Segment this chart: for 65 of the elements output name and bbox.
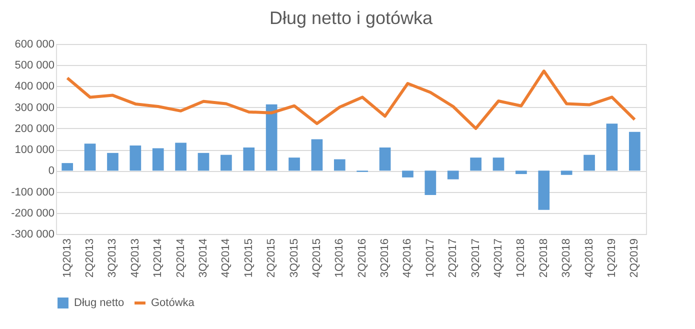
chart-title: Dług netto i gotówka bbox=[269, 8, 434, 28]
y-tick-label: 0 bbox=[48, 165, 54, 178]
bar bbox=[288, 158, 300, 171]
y-tick-label: 400 000 bbox=[14, 80, 54, 93]
bar bbox=[311, 139, 323, 171]
bar bbox=[130, 146, 142, 171]
line-series bbox=[66, 70, 636, 130]
bar bbox=[220, 154, 232, 171]
y-tick-label: -300 000 bbox=[11, 228, 54, 240]
y-tick-label: 300 000 bbox=[14, 102, 54, 114]
x-tick-label: 3Q2018 bbox=[560, 238, 573, 278]
x-tick-label: 4Q2018 bbox=[583, 238, 596, 278]
x-tick-label: 1Q2015 bbox=[242, 238, 255, 278]
bar bbox=[107, 152, 118, 171]
x-tick-label: 3Q2016 bbox=[379, 238, 392, 278]
y-tick-label: -200 000 bbox=[11, 207, 54, 220]
x-tick-label: 2Q2015 bbox=[266, 238, 278, 278]
x-tick-label: 1Q2018 bbox=[515, 238, 528, 278]
x-tick-label: 4Q2016 bbox=[402, 238, 414, 278]
bar bbox=[266, 104, 278, 171]
bar bbox=[424, 170, 436, 195]
bar bbox=[606, 124, 618, 171]
bar bbox=[628, 132, 640, 171]
bar bbox=[516, 170, 527, 174]
y-tick-label: 600 000 bbox=[14, 38, 54, 50]
bar bbox=[243, 147, 255, 171]
legend-label: Gotówka bbox=[151, 297, 196, 309]
x-tick-label: 2Q2017 bbox=[447, 238, 460, 278]
x-tick-label: 4Q2017 bbox=[492, 238, 504, 278]
bar bbox=[175, 142, 186, 171]
y-tick-label: 200 000 bbox=[14, 122, 54, 135]
bar bbox=[379, 147, 391, 171]
bar bbox=[538, 170, 550, 210]
bar bbox=[492, 158, 504, 171]
x-tick-label: 2Q2014 bbox=[174, 238, 187, 278]
bar bbox=[584, 154, 595, 171]
x-tick-label: 3Q2013 bbox=[106, 238, 119, 278]
y-tick-label: 100 000 bbox=[14, 144, 54, 156]
x-tick-label: 3Q2015 bbox=[288, 238, 300, 278]
bar bbox=[198, 152, 210, 171]
x-tick-label: 4Q2014 bbox=[220, 238, 232, 278]
x-tick-label: 1Q2019 bbox=[606, 238, 618, 278]
x-tick-label: 2Q2016 bbox=[356, 238, 368, 278]
bar bbox=[402, 170, 414, 178]
bar bbox=[470, 158, 482, 171]
x-tick-label: 1Q2016 bbox=[334, 238, 346, 278]
bar bbox=[62, 163, 74, 171]
x-tick-label: 4Q2013 bbox=[129, 238, 142, 278]
x-tick-label: 1Q2013 bbox=[61, 238, 74, 278]
x-tick-label: 2Q2013 bbox=[84, 238, 96, 278]
x-tick-label: 1Q2017 bbox=[424, 238, 436, 278]
y-tick-label: 500 000 bbox=[14, 60, 54, 72]
bar bbox=[334, 159, 346, 171]
bar bbox=[152, 148, 164, 171]
x-tick-label: 4Q2015 bbox=[310, 238, 323, 278]
x-tick-label: 2Q2018 bbox=[538, 238, 550, 278]
x-tick-label: 1Q2014 bbox=[152, 238, 164, 278]
legend-label: Dług netto bbox=[74, 297, 124, 309]
x-tick-label: 3Q2017 bbox=[470, 238, 482, 278]
x-tick-label: 2Q2019 bbox=[628, 238, 641, 278]
x-tick-label: 3Q2014 bbox=[198, 238, 210, 278]
bar bbox=[560, 170, 572, 175]
bar bbox=[84, 144, 96, 171]
bar bbox=[447, 170, 459, 180]
y-tick-label: -100 000 bbox=[11, 186, 54, 198]
